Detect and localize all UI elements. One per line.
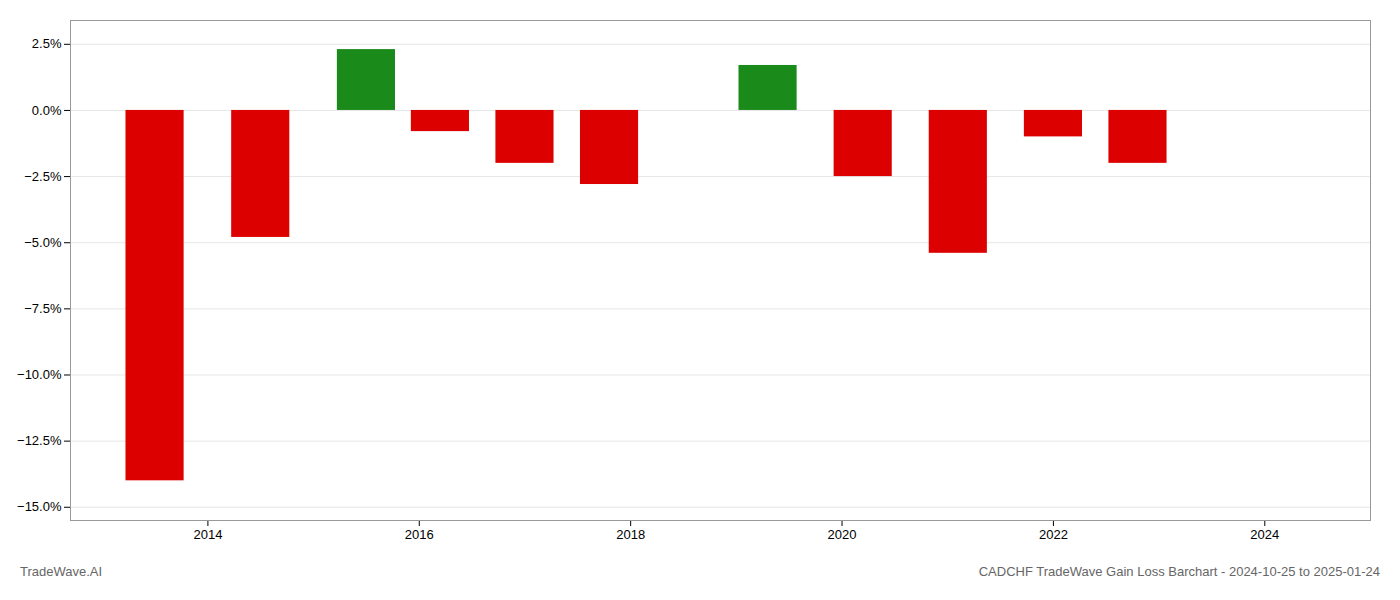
svg-text:2024: 2024 — [1250, 527, 1279, 542]
svg-text:−10.0%: −10.0% — [17, 367, 62, 382]
svg-text:−5.0%: −5.0% — [24, 235, 62, 250]
html-text:CADCHF TradeWave Gain Loss Bar: CADCHF TradeWave Gain Loss Barchart - 20… — [978, 564, 1380, 579]
svg-text:−7.5%: −7.5% — [24, 301, 62, 316]
svg-text:2014: 2014 — [193, 527, 222, 542]
svg-text:2.5%: 2.5% — [32, 36, 62, 51]
svg-text:−12.5%: −12.5% — [17, 433, 62, 448]
svg-text:−2.5%: −2.5% — [24, 169, 62, 184]
svg-text:0.0%: 0.0% — [32, 103, 62, 118]
svg-text:2018: 2018 — [616, 527, 645, 542]
html-text:TradeWave.AI: TradeWave.AI — [20, 564, 103, 579]
svg-text:2022: 2022 — [1039, 527, 1068, 542]
svg-text:−15.0%: −15.0% — [17, 499, 62, 514]
svg-text:2020: 2020 — [828, 527, 857, 542]
svg-text:2016: 2016 — [405, 527, 434, 542]
